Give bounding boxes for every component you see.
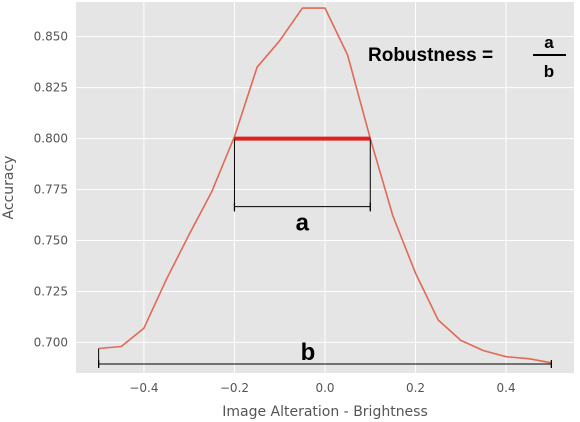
y-axis-label: Accuracy: [1, 156, 17, 220]
x-axis-label: Image Alteration - Brightness: [222, 404, 428, 420]
tick-labels: −0.4 −0.2 0.0 0.2 0.4 0.700 0.725 0.750 0.775 0.8…: [34, 30, 516, 395]
x-tick-label: 0.4: [497, 381, 516, 395]
x-tick-label: −0.2: [220, 381, 249, 395]
x-tick-label: −0.4: [129, 381, 158, 395]
y-tick-label: 0.750: [34, 234, 68, 248]
formula-numerator: a: [544, 33, 554, 52]
b-label: b: [301, 339, 316, 366]
robustness-formula-label: Robustness =: [368, 45, 493, 66]
y-tick-label: 0.700: [34, 335, 68, 349]
x-tick-label: 0.2: [406, 381, 425, 395]
y-tick-label: 0.725: [34, 284, 68, 298]
series-line: [98, 7, 552, 364]
y-tick-label: 0.800: [34, 132, 68, 146]
a-label: a: [296, 210, 310, 237]
chart-marks: [98, 7, 552, 364]
y-tick-label: 0.825: [34, 81, 68, 95]
x-tick-label: 0.0: [315, 381, 334, 395]
formula-denominator: b: [544, 62, 554, 81]
y-tick-label: 0.850: [34, 30, 68, 44]
y-tick-label: 0.775: [34, 183, 68, 197]
